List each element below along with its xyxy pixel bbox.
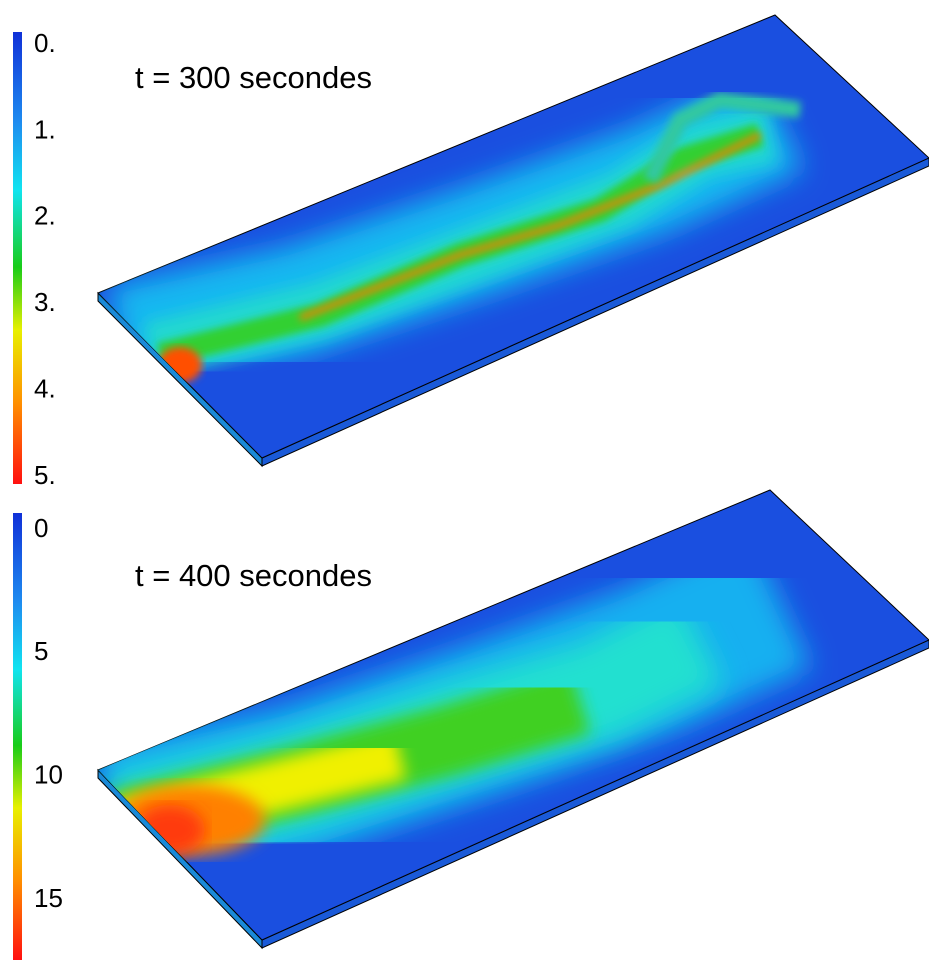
colorbar [13, 513, 22, 960]
colorbar-label: 10 [34, 760, 63, 790]
colorbar-label: 4. [34, 373, 56, 403]
colorbar-label: 2. [34, 201, 56, 231]
panel-title: t = 400 secondes [135, 558, 372, 593]
colorbar-label: 0. [34, 28, 56, 58]
panel: t = 400 secondes [13, 489, 929, 960]
colorbar [13, 32, 22, 484]
colorbar-label: 15 [34, 883, 63, 913]
panel: t = 300 secondes [13, 14, 929, 484]
field [98, 531, 812, 894]
colorbar-label: 5. [34, 460, 56, 490]
colorbar-label: 1. [34, 114, 56, 144]
colorbar-label: 0 [34, 513, 48, 543]
colorbar-label: 3. [34, 287, 56, 317]
field [108, 70, 804, 394]
colorbar-label: 5 [34, 636, 48, 666]
panel-title: t = 300 secondes [135, 60, 372, 95]
